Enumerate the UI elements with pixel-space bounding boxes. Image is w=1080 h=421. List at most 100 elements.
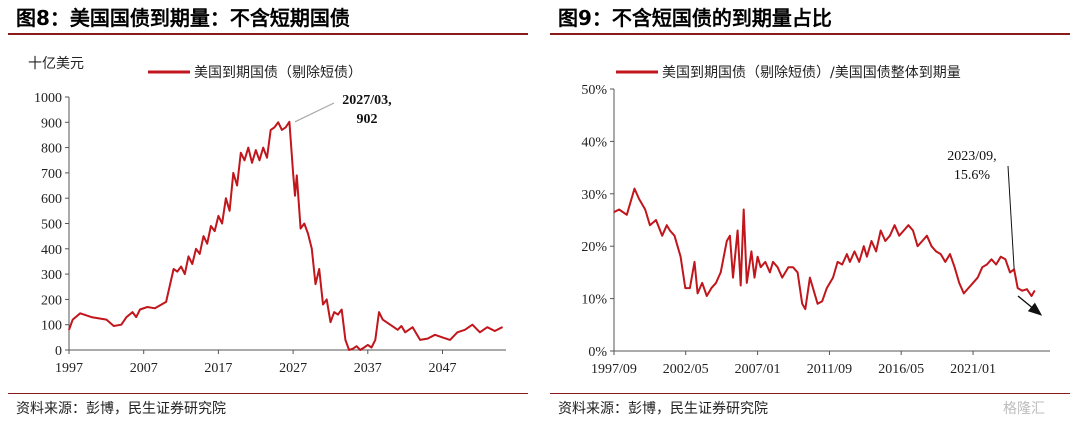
data-point	[221, 222, 223, 225]
data-point	[419, 339, 421, 341]
data-point	[618, 208, 620, 211]
x-tick-label: 2017	[204, 361, 232, 376]
data-point	[180, 265, 182, 268]
data-point	[821, 300, 823, 302]
data-point	[898, 235, 900, 237]
data-point	[258, 159, 261, 161]
data-point	[255, 149, 257, 151]
data-point	[412, 326, 414, 328]
source-note: 资料来源：彭博，民生证券研究院	[16, 401, 226, 417]
data-point	[801, 303, 803, 305]
data-point	[456, 331, 458, 333]
data-point	[638, 198, 640, 200]
data-point	[715, 282, 717, 284]
title-divider	[8, 33, 528, 35]
data-point	[935, 250, 937, 252]
data-point	[195, 248, 197, 250]
data-point	[1009, 271, 1011, 273]
data-point	[389, 324, 391, 326]
y-tick-label: 0	[55, 344, 62, 359]
data-point	[404, 331, 406, 333]
data-point	[958, 282, 960, 284]
data-point	[967, 287, 969, 289]
data-point	[655, 219, 657, 221]
x-tick-label: 2007/01	[735, 362, 781, 377]
data-point	[772, 261, 774, 263]
data-point	[870, 240, 873, 242]
data-point	[701, 282, 703, 284]
annotation-text-date: 2027/03,	[342, 93, 391, 108]
source-divider	[550, 393, 1070, 394]
data-point	[889, 235, 891, 237]
data-point	[633, 188, 636, 190]
data-point	[479, 331, 481, 333]
data-point	[247, 147, 249, 149]
data-point	[875, 250, 877, 252]
data-point	[858, 261, 860, 263]
data-point	[206, 243, 208, 245]
data-point	[68, 329, 70, 331]
data-point	[863, 245, 865, 247]
x-tick-label: 2027	[279, 361, 307, 376]
y-tick-label: 600	[41, 192, 62, 207]
data-point	[949, 253, 951, 255]
data-point	[710, 287, 712, 289]
data-point	[777, 266, 779, 268]
data-point	[894, 224, 896, 226]
data-point	[370, 346, 373, 349]
data-point	[750, 250, 752, 252]
data-point	[812, 287, 814, 289]
data-point	[907, 224, 909, 226]
data-point	[921, 240, 923, 242]
data-point	[348, 349, 350, 351]
data-point	[329, 321, 332, 323]
data-point	[666, 224, 668, 226]
data-point	[449, 339, 451, 341]
data-point	[471, 324, 473, 326]
data-point	[296, 174, 298, 176]
data-point	[184, 273, 186, 275]
data-point	[356, 345, 358, 347]
data-point	[972, 282, 974, 284]
data-point	[797, 271, 799, 273]
y-tick-label: 50%	[581, 83, 607, 98]
data-point	[746, 282, 748, 284]
data-point	[352, 348, 354, 350]
data-point	[954, 266, 956, 268]
data-point	[1026, 288, 1028, 290]
data-point	[613, 211, 615, 213]
x-tick-label: 2011/09	[807, 362, 852, 377]
data-point	[202, 235, 205, 237]
data-point	[981, 266, 983, 268]
chart-panel-maturity: 图8：美国国债到期量：不含短期国债 十亿美元 美国到期国债（剔除短债） 0 100 20…	[8, 0, 536, 421]
y-tick-label: 1000	[34, 91, 62, 106]
data-point	[720, 271, 722, 273]
data-point	[382, 319, 384, 321]
series-line	[68, 120, 503, 351]
watermark-logo: 格隆汇	[1003, 401, 1045, 417]
data-point	[706, 295, 708, 297]
data-point	[977, 277, 979, 279]
data-point	[464, 329, 466, 331]
data-point	[732, 277, 734, 279]
data-point	[236, 184, 238, 187]
data-point	[191, 263, 193, 265]
data-point	[880, 229, 882, 232]
data-point	[1000, 256, 1002, 258]
data-point	[684, 287, 686, 289]
trend-arrow	[1017, 295, 1043, 316]
data-point	[232, 172, 234, 174]
data-point	[661, 235, 663, 237]
data-point	[697, 292, 699, 294]
x-tick-label: 2007	[130, 361, 158, 376]
data-point	[125, 316, 128, 318]
x-tick-label: 1997/09	[591, 362, 637, 377]
data-point	[903, 229, 905, 232]
data-point	[285, 126, 287, 128]
legend-label: 美国到期国债（剔除短债）/美国国债整体到期量	[662, 65, 961, 81]
data-point	[393, 326, 395, 328]
data-point	[333, 311, 335, 313]
y-tick-label: 900	[41, 116, 62, 131]
data-point	[804, 308, 806, 310]
